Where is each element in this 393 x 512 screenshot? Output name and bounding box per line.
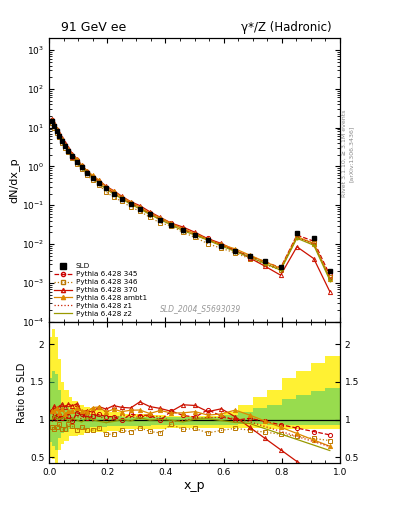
Y-axis label: dN/dx_p: dN/dx_p (8, 157, 19, 203)
Text: 91 GeV ee: 91 GeV ee (61, 21, 126, 34)
Text: Rivet 3.1.10, ≥ 3.1M events: Rivet 3.1.10, ≥ 3.1M events (342, 110, 346, 197)
Y-axis label: Ratio to SLD: Ratio to SLD (17, 362, 27, 423)
Text: γ*/Z (Hadronic): γ*/Z (Hadronic) (241, 21, 331, 34)
X-axis label: x_p: x_p (184, 479, 205, 492)
Legend: SLD, Pythia 6.428 345, Pythia 6.428 346, Pythia 6.428 370, Pythia 6.428 ambt1, P: SLD, Pythia 6.428 345, Pythia 6.428 346,… (53, 262, 149, 318)
Text: SLD_2004_S5693039: SLD_2004_S5693039 (160, 304, 241, 313)
Text: [arXiv:1306.3436]: [arXiv:1306.3436] (349, 125, 354, 182)
